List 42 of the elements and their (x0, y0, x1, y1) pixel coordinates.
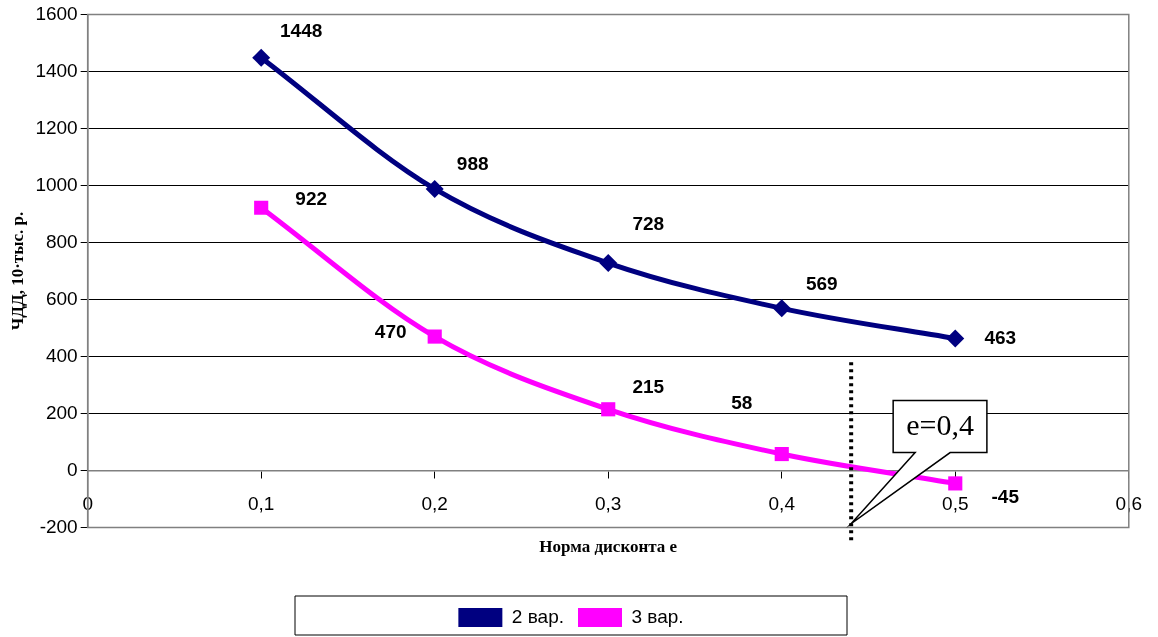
point (774, 446, 789, 462)
x-tick-label: 0,6 (1115, 493, 1142, 515)
data-label: 988 (456, 153, 489, 175)
point (427, 329, 442, 344)
data-label: 728 (632, 213, 665, 235)
data-label: 215 (632, 375, 665, 397)
x-axis-title: Норма дисконта e (539, 537, 678, 557)
y-tick-label: 400 (45, 344, 78, 366)
y-tick-label: 1000 (35, 173, 78, 195)
point (601, 402, 616, 417)
data-label: 470 (374, 320, 407, 342)
point (599, 254, 618, 273)
y-tick-label: 600 (45, 287, 78, 309)
data-label: -45 (991, 485, 1020, 507)
point (425, 179, 444, 198)
point (252, 48, 271, 67)
ref-line-label: e=0,4 (906, 408, 974, 442)
point (772, 299, 791, 318)
y-tick-label: 0 (67, 458, 78, 480)
y-tick-label: 800 (45, 230, 78, 252)
data-label: 58 (731, 392, 753, 414)
legend-label: 3 вар. (631, 605, 684, 627)
point (946, 329, 965, 348)
y-tick-label: 1400 (35, 59, 78, 81)
data-label: 569 (805, 272, 838, 294)
x-tick-label: 0,3 (595, 493, 622, 515)
y-tick-label: 1200 (35, 116, 78, 138)
point (948, 476, 963, 491)
x-tick-label: 0,2 (421, 493, 448, 515)
data-label: 463 (984, 326, 1017, 348)
y-axis-title: ЧДД, 10·тыс. р. (7, 211, 27, 331)
x-tick-label: 0,1 (247, 493, 275, 515)
data-label: 922 (295, 187, 328, 209)
legend-label: 2 вар. (511, 605, 564, 627)
x-tick-label: 0,5 (942, 493, 969, 515)
y-tick-label: 200 (45, 401, 78, 423)
data-label: 1448 (280, 19, 323, 41)
x-tick-label: 0,4 (768, 493, 796, 515)
point (254, 200, 269, 215)
y-tick-label: 1600 (35, 2, 78, 24)
y-tick-label: -200 (39, 515, 78, 537)
x-tick-label: 0 (82, 493, 93, 515)
